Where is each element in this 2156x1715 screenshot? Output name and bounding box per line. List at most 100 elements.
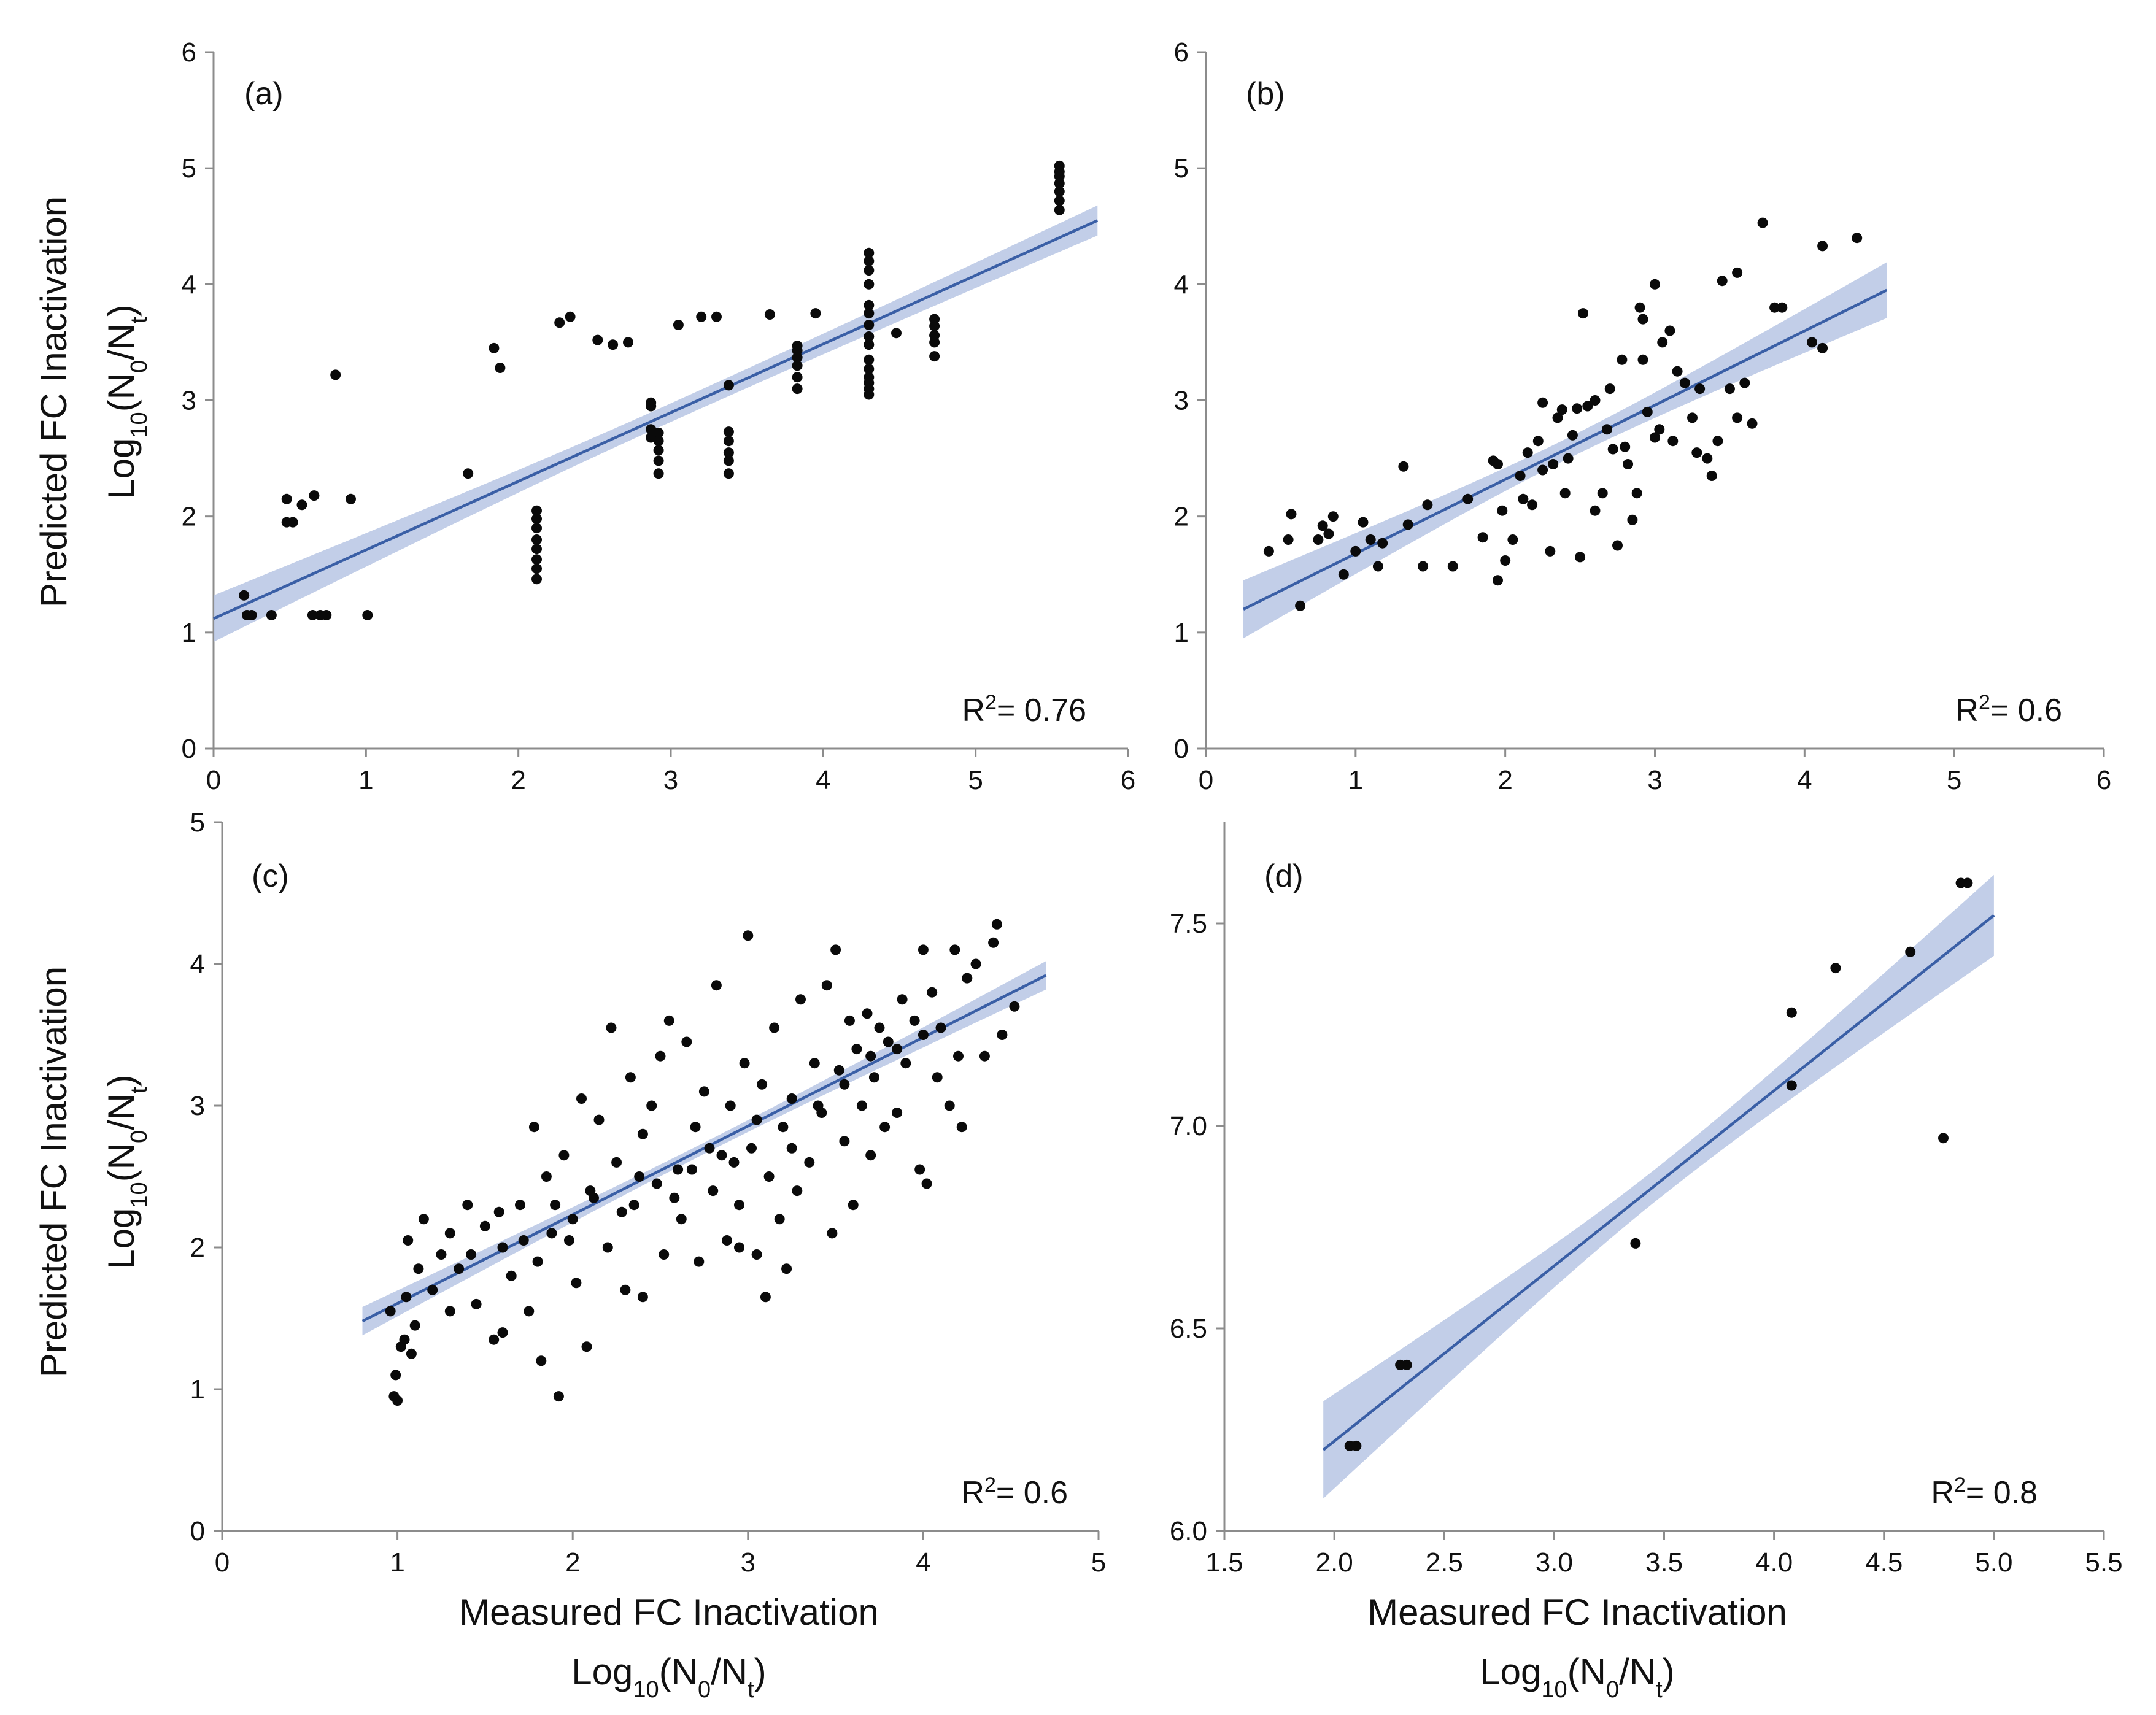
data-point [874,1022,885,1033]
data-point [997,1030,1008,1040]
data-point [541,1171,552,1182]
data-point [991,919,1002,930]
data-point [330,369,341,380]
data-point [1962,877,1973,888]
data-point [918,1030,929,1040]
r2-value: 0.6 [1024,1475,1068,1511]
r2-prefix: R [1931,1475,1954,1511]
data-point [1556,404,1567,415]
data-point [956,1122,967,1133]
x-tick-label: 2 [565,1547,580,1578]
data-point [792,372,803,383]
data-point [532,1256,543,1267]
data-point [862,1008,873,1019]
data-point [1724,383,1735,395]
data-point [1575,552,1586,563]
y-tick-label: 7.5 [1170,909,1207,939]
data-point [1263,545,1274,557]
data-point [681,1036,692,1047]
data-point [723,426,734,437]
r2-value: 0.76 [1024,693,1086,728]
data-point [734,1200,744,1211]
data-point [932,1072,943,1083]
data-point [1537,397,1548,408]
data-point [722,1235,732,1246]
data-point [810,308,821,319]
data-point [809,1058,820,1069]
y-tick-label: 5 [190,807,205,838]
data-point [864,265,875,276]
data-point [550,1200,561,1211]
data-point [686,1164,697,1175]
data-point [1323,528,1334,539]
data-point [620,1284,631,1295]
data-point [653,468,664,479]
data-point [1572,403,1583,414]
data-point [1398,461,1409,472]
data-point [1590,505,1601,516]
x-tick-label: 1 [390,1547,404,1578]
data-point [1650,432,1660,443]
data-point [655,1050,666,1062]
data-point [1422,499,1433,511]
data-point [531,523,542,534]
data-point [723,447,734,458]
data-point [581,1341,592,1352]
x-tick-label: 6 [2096,765,2111,795]
data-point [897,994,908,1005]
data-point [1522,447,1533,458]
regression-line [361,974,1047,1323]
data-point [1351,1440,1362,1451]
data-point [1559,488,1571,499]
data-point [346,493,356,504]
data-point [704,1143,715,1154]
data-point [856,1100,867,1111]
data-point [757,1079,768,1090]
x-tick-label: 3 [1647,765,1662,795]
data-point [774,1214,785,1225]
data-point [1938,1133,1949,1144]
data-point [1637,354,1648,365]
r2-separator: = [997,693,1024,728]
data-point [892,1044,903,1055]
data-point [764,309,775,320]
x-tick-label: 4.5 [1865,1547,1903,1578]
data-point [418,1214,429,1225]
data-point [493,1206,504,1217]
data-point [637,1292,648,1303]
data-point [1627,514,1638,525]
data-point [1567,430,1578,441]
data-point [307,610,318,620]
r2-superscript: 2 [985,691,997,714]
data-point [830,944,841,955]
r-squared-label: R2= 0.8 [1931,1473,2038,1511]
data-point [466,1249,477,1260]
data-point [792,360,803,371]
data-point [1602,424,1612,435]
data-point [296,499,307,511]
data-point [1712,436,1723,447]
data-point [1706,471,1717,481]
data-point [1545,545,1556,557]
data-point [723,468,734,479]
r2-separator: = [1990,693,2018,728]
data-point [1747,418,1758,429]
data-point [554,317,565,328]
data-point [1447,561,1458,572]
data-point [637,1128,648,1139]
data-point [463,468,474,479]
data-point [953,1050,964,1062]
data-point [623,337,633,348]
data-point [970,958,981,969]
data-point [804,1157,815,1168]
data-point [1642,406,1653,417]
data-point [399,1334,410,1345]
data-point [497,1327,508,1338]
r2-superscript: 2 [984,1473,996,1497]
x-tick-label: 0 [215,1547,230,1578]
x-tick-label: 5 [968,765,983,795]
data-point [1054,178,1065,189]
data-point [821,980,832,991]
data-point [723,380,734,391]
